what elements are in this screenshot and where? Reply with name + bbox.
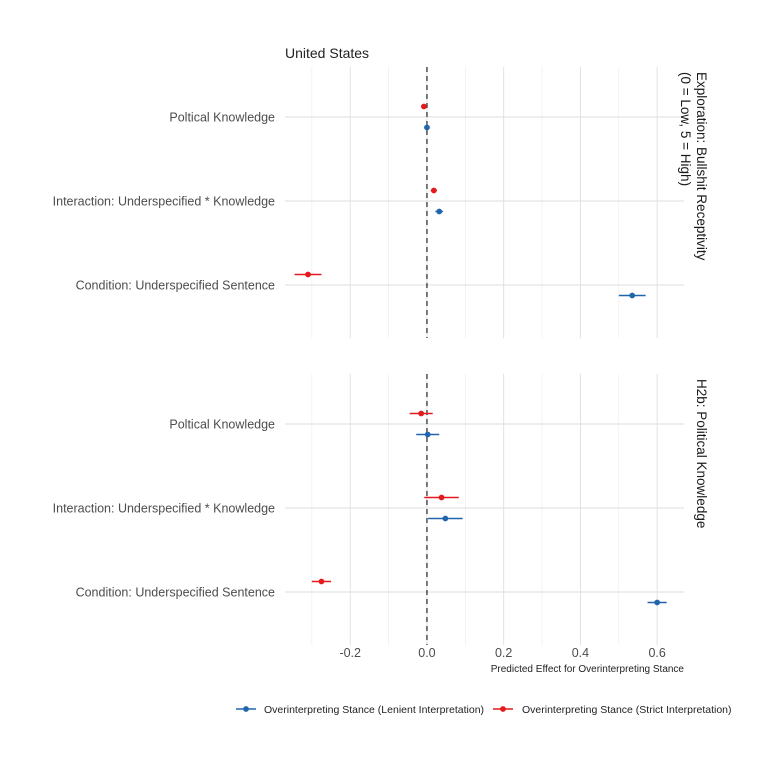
panel-2: Poltical Knowledge Interaction: Underspec… <box>53 374 709 645</box>
estimate-point <box>436 208 443 215</box>
legend-key-point <box>500 706 506 712</box>
estimate-point <box>420 103 427 110</box>
estimate-point <box>430 187 437 194</box>
panels: Poltical Knowledge Interaction: Underspec… <box>53 67 709 645</box>
category-label-condition-underspecified-sentence: Condition: Underspecified Sentence <box>76 586 275 600</box>
legend: Overinterpreting Stance (Lenient Interpr… <box>236 704 732 716</box>
x-tick-label: 0.4 <box>572 646 589 660</box>
x-axis: -0.2 0.0 0.2 0.4 0.6 <box>339 646 665 660</box>
panel-strip-line: (0 = Low, 5 = High) <box>678 72 693 186</box>
panel-strip-line: Exploration: Bullshit Receptivity <box>694 72 709 261</box>
x-tick-label: 0.0 <box>418 646 435 660</box>
category-label-condition-underspecified-sentence: Condition: Underspecified Sentence <box>76 279 275 293</box>
estimate-point <box>424 124 430 131</box>
category-label-interaction-underspecified-knowledge: Interaction: Underspecified * Knowledge <box>53 502 275 516</box>
panel-strip-line: H2b: Political Knowledge <box>694 379 709 528</box>
x-tick-label: -0.2 <box>339 646 361 660</box>
category-label-poltical-knowledge: Poltical Knowledge <box>169 111 275 125</box>
category-label-interaction-underspecified-knowledge: Interaction: Underspecified * Knowledge <box>53 195 275 209</box>
legend-key-point <box>243 706 249 712</box>
panel-1: Poltical Knowledge Interaction: Underspec… <box>53 67 709 338</box>
panel-strip-label: H2b: Political Knowledge <box>694 379 709 528</box>
chart-title: United States <box>285 45 369 61</box>
x-tick-label: 0.6 <box>648 646 665 660</box>
x-tick-label: 0.2 <box>495 646 512 660</box>
category-label-poltical-knowledge: Poltical Knowledge <box>169 418 275 432</box>
legend-label: Overinterpreting Stance (Lenient Interpr… <box>264 704 484 716</box>
panel-strip-label: Exploration: Bullshit Receptivity(0 = Lo… <box>678 72 709 261</box>
estimate-point <box>629 292 636 299</box>
estimate-point <box>424 431 431 438</box>
estimate-point <box>438 494 445 501</box>
estimate-point <box>318 578 325 585</box>
estimate-point <box>418 410 425 417</box>
legend-label: Overinterpreting Stance (Strict Interpre… <box>522 704 732 716</box>
estimate-point <box>305 271 311 278</box>
estimate-point <box>654 599 661 606</box>
x-axis-title: Predicted Effect for Overinterpreting St… <box>491 664 685 675</box>
estimate-point <box>442 515 449 522</box>
